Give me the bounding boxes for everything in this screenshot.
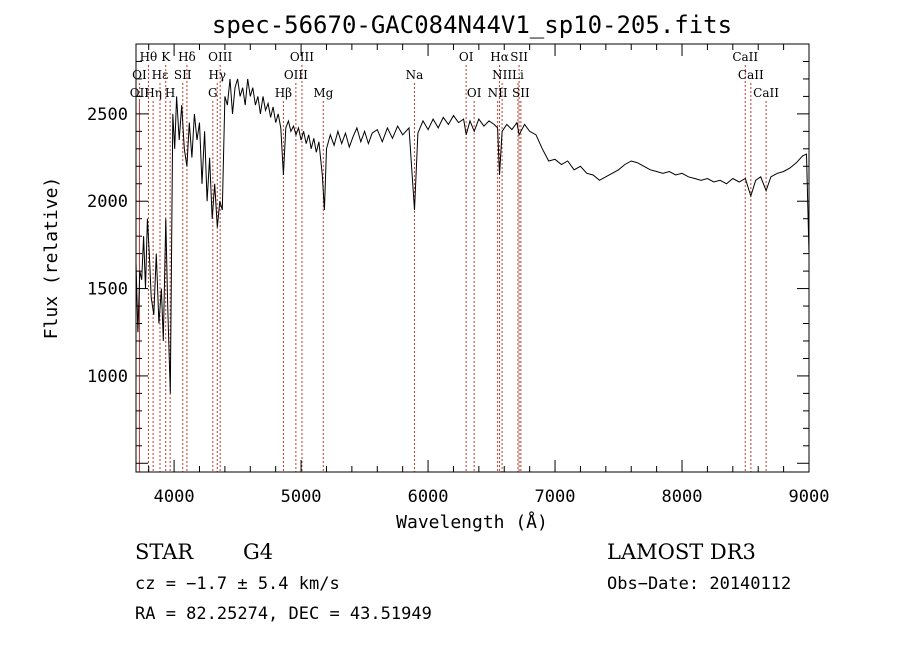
line-label-20: H [165,86,175,100]
subclass: G4 [243,540,274,564]
obs-date: Obs−Date: 20140112 [607,574,792,594]
survey-name: LAMOST DR3 [607,540,756,564]
x-axis-label: Wavelength (Å) [396,511,548,533]
line-label-9: OI [132,68,147,82]
object-class: STAR [135,540,194,564]
line-label-13: OIII [284,68,308,82]
line-label-10: Hε [152,68,169,82]
x-tick-label-5000: 5000 [281,487,322,507]
x-axis-ticks: 4000 5000 6000 7000 8000 9000 [148,44,830,507]
line-label-5: OI [459,50,474,64]
line-label-1: K [161,50,171,64]
line-label-8: CaII [732,50,758,64]
redshift-text: cz = −1.7 ± 5.4 km/s [135,574,340,594]
x-tick-label-7000: 7000 [535,487,576,507]
line-label-25: NII [488,86,508,100]
y-tick-label-1500: 1500 [87,280,128,300]
coordinates: RA = 82.25274, DEC = 43.51949 [135,604,432,624]
plot-frame [135,43,810,473]
line-label-6: Hα [490,50,509,64]
line-label-18: OII [130,86,150,100]
line-label-19: Hη [144,86,162,100]
line-label-0: Hθ [140,50,158,64]
x-tick-label-9000: 9000 [789,487,830,507]
chart-title: spec-56670-GAC084N44V1_sp10-205.fits [212,11,732,39]
line-label-23: Mg [313,86,333,100]
line-label-12: Hγ [208,68,226,82]
x-tick-label-4000: 4000 [154,487,195,507]
line-label-21: G [208,86,218,100]
y-tick-label-2000: 2000 [87,192,128,212]
line-label-2: Hδ [178,50,196,64]
y-tick-label-1000: 1000 [87,367,128,387]
line-label-4: OIII [290,50,314,64]
line-label-3: OIII [208,50,232,64]
y-axis-ticks: 1000 1500 2000 2500 [87,43,809,464]
line-label-16: Li [512,68,524,82]
line-label-17: CaII [738,68,764,82]
line-label-27: CaII [753,86,779,100]
line-label-11: SII [174,68,192,82]
spectrum-line [135,78,810,394]
line-label-24: OI [467,86,482,100]
line-label-15: NII [492,68,512,82]
line-label-22: Hβ [275,86,292,100]
line-markers [138,65,767,472]
x-tick-label-6000: 6000 [408,487,449,507]
line-label-14: Na [406,68,424,82]
y-axis-label: Flux (relative) [41,177,62,340]
x-tick-label-8000: 8000 [662,487,703,507]
line-label-7: SII [510,50,528,64]
line-label-26: SII [512,86,530,100]
y-tick-label-2500: 2500 [87,105,128,125]
